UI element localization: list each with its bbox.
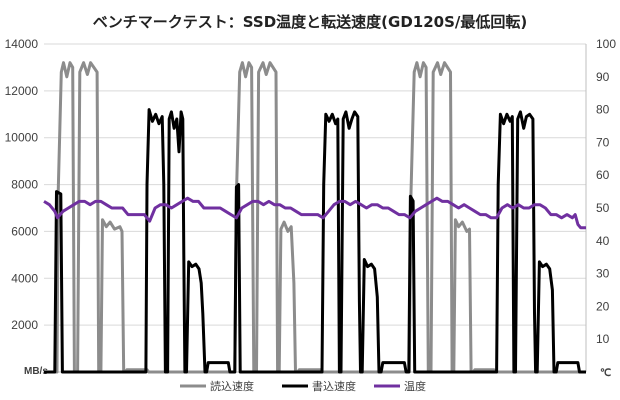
right-tick-label: 60	[596, 168, 610, 182]
legend: 読込速度 書込速度 温度	[180, 379, 426, 393]
left-tick-label: 12000	[5, 84, 39, 98]
left-tick-label: 2000	[11, 318, 38, 332]
left-tick-label: 10000	[5, 131, 39, 145]
right-tick-label: 50	[596, 201, 610, 215]
plot-area	[43, 61, 586, 374]
legend-label-3: 温度	[404, 379, 426, 393]
left-tick-label: 4000	[11, 271, 38, 285]
chart-title: ベンチマークテスト：SSD温度と転送速度(GD120S/最低回転)	[93, 13, 527, 31]
grid-lines	[44, 43, 586, 326]
right-tick-label: 80	[596, 103, 610, 117]
right-tick-label: 40	[596, 234, 610, 248]
left-tick-label: 14000	[5, 37, 39, 51]
series-line-3	[43, 196, 586, 230]
right-axis-unit: ℃	[600, 368, 611, 379]
right-tick-label: 10	[596, 332, 610, 346]
left-axis-ticks: 2000 4000 6000 8000 10000 12000 14000	[5, 37, 39, 332]
right-tick-label: 20	[596, 299, 610, 313]
right-tick-label: 30	[596, 267, 610, 281]
right-tick-label: 90	[596, 70, 610, 84]
left-tick-label: 6000	[11, 224, 38, 238]
right-axis-ticks: 10 20 30 40 50 60 70 80 90 100	[596, 37, 616, 346]
series-line-1	[44, 61, 586, 374]
right-tick-label: 100	[596, 37, 616, 51]
series-line-2	[44, 108, 586, 374]
legend-label-1: 読込速度	[210, 379, 254, 393]
left-axis-unit: MB/s	[24, 366, 48, 377]
legend-label-2: 書込速度	[312, 379, 356, 393]
right-tick-label: 70	[596, 135, 610, 149]
left-tick-label: 8000	[11, 178, 38, 192]
